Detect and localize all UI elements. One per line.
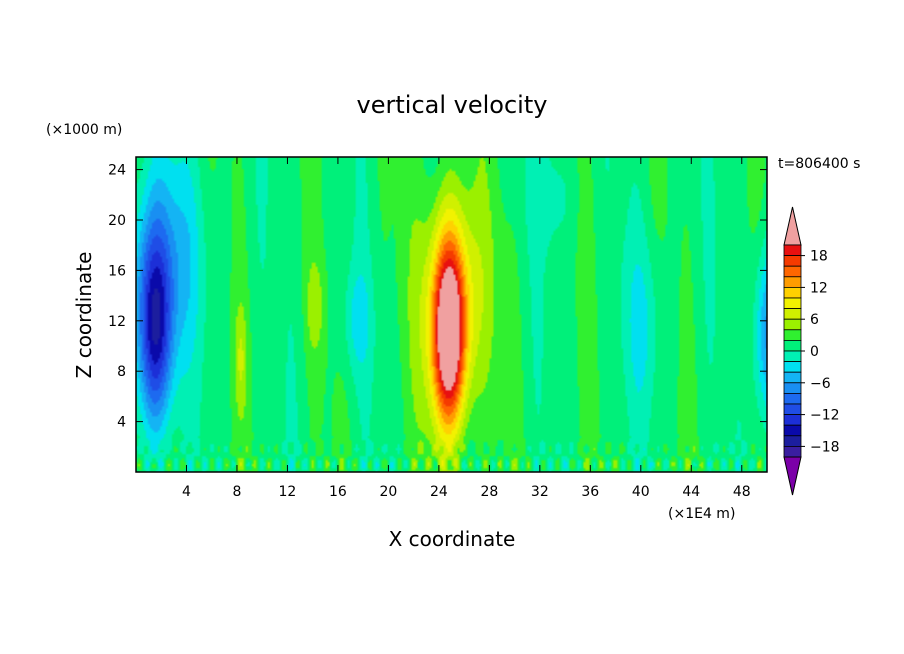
x-tick-label: 40 <box>632 484 650 500</box>
colorbar-swatch <box>783 382 802 394</box>
velocity-field <box>136 157 767 472</box>
y-ticks: 4 8 12 16 20 24 <box>108 163 767 431</box>
y-tick-label: 12 <box>108 314 126 330</box>
y-tick-label: 24 <box>108 163 126 179</box>
colorbar: 18 12 6 0 −6 −12 −18 <box>783 206 840 496</box>
colorbar-label: −12 <box>810 408 840 424</box>
x-tick-label: 20 <box>379 484 397 500</box>
colorbar-swatch <box>783 255 802 267</box>
colorbar-label: 0 <box>810 344 819 360</box>
colorbar-swatch <box>783 350 802 363</box>
colorbar-swatch <box>783 244 802 257</box>
x-tick-label: 28 <box>480 484 498 500</box>
x-tick-label: 44 <box>682 484 700 500</box>
colorbar-swatch <box>783 318 802 331</box>
colorbar-swatch <box>783 392 802 405</box>
chart-title: vertical velocity <box>357 91 548 119</box>
y-tick-label: 20 <box>108 213 126 229</box>
x-tick-label: 24 <box>430 484 448 500</box>
y-tick-label: 16 <box>108 263 126 279</box>
x-axis-unit-label: (×1E4 m) <box>668 506 735 522</box>
x-tick-label: 16 <box>329 484 347 500</box>
x-tick-label: 32 <box>531 484 549 500</box>
colorbar-swatch <box>783 403 802 416</box>
y-axis-label: Z coordinate <box>72 252 96 379</box>
x-tick-label: 12 <box>279 484 297 500</box>
x-axis-label: X coordinate <box>389 527 516 551</box>
colorbar-swatch <box>783 361 802 373</box>
colorbar-swatch <box>783 371 802 384</box>
colorbar-swatch <box>783 414 802 426</box>
colorbar-label: 6 <box>810 312 819 328</box>
x-ticks: 4 8 12 16 20 24 28 32 36 40 44 48 <box>182 157 751 500</box>
y-tick-label: 4 <box>117 415 126 431</box>
colorbar-swatch <box>783 339 802 352</box>
colorbar-swatch <box>783 329 802 341</box>
x-tick-label: 48 <box>733 484 751 500</box>
colorbar-label: −6 <box>810 376 831 392</box>
colorbar-swatch <box>783 445 802 458</box>
plot-area <box>135 156 768 473</box>
colorbar-swatch <box>783 286 802 299</box>
y-tick-label: 8 <box>117 364 126 380</box>
colorbar-min-triangle <box>783 456 802 496</box>
colorbar-swatch <box>783 265 802 278</box>
x-tick-label: 8 <box>232 484 241 500</box>
colorbar-swatch <box>783 276 802 288</box>
colorbar-label: −18 <box>810 439 840 455</box>
x-tick-label: 36 <box>581 484 599 500</box>
colorbar-max-triangle <box>783 206 802 246</box>
time-label: t=806400 s <box>778 156 860 172</box>
colorbar-label: 12 <box>810 280 828 296</box>
plot-frame <box>135 156 768 473</box>
colorbar-label: 18 <box>810 249 828 265</box>
y-axis-unit-label: (×1000 m) <box>46 122 122 138</box>
x-tick-label: 4 <box>182 484 191 500</box>
colorbar-swatch <box>783 297 802 310</box>
colorbar-swatch <box>783 308 802 320</box>
colorbar-swatch <box>783 435 802 447</box>
colorbar-swatch <box>783 424 802 437</box>
